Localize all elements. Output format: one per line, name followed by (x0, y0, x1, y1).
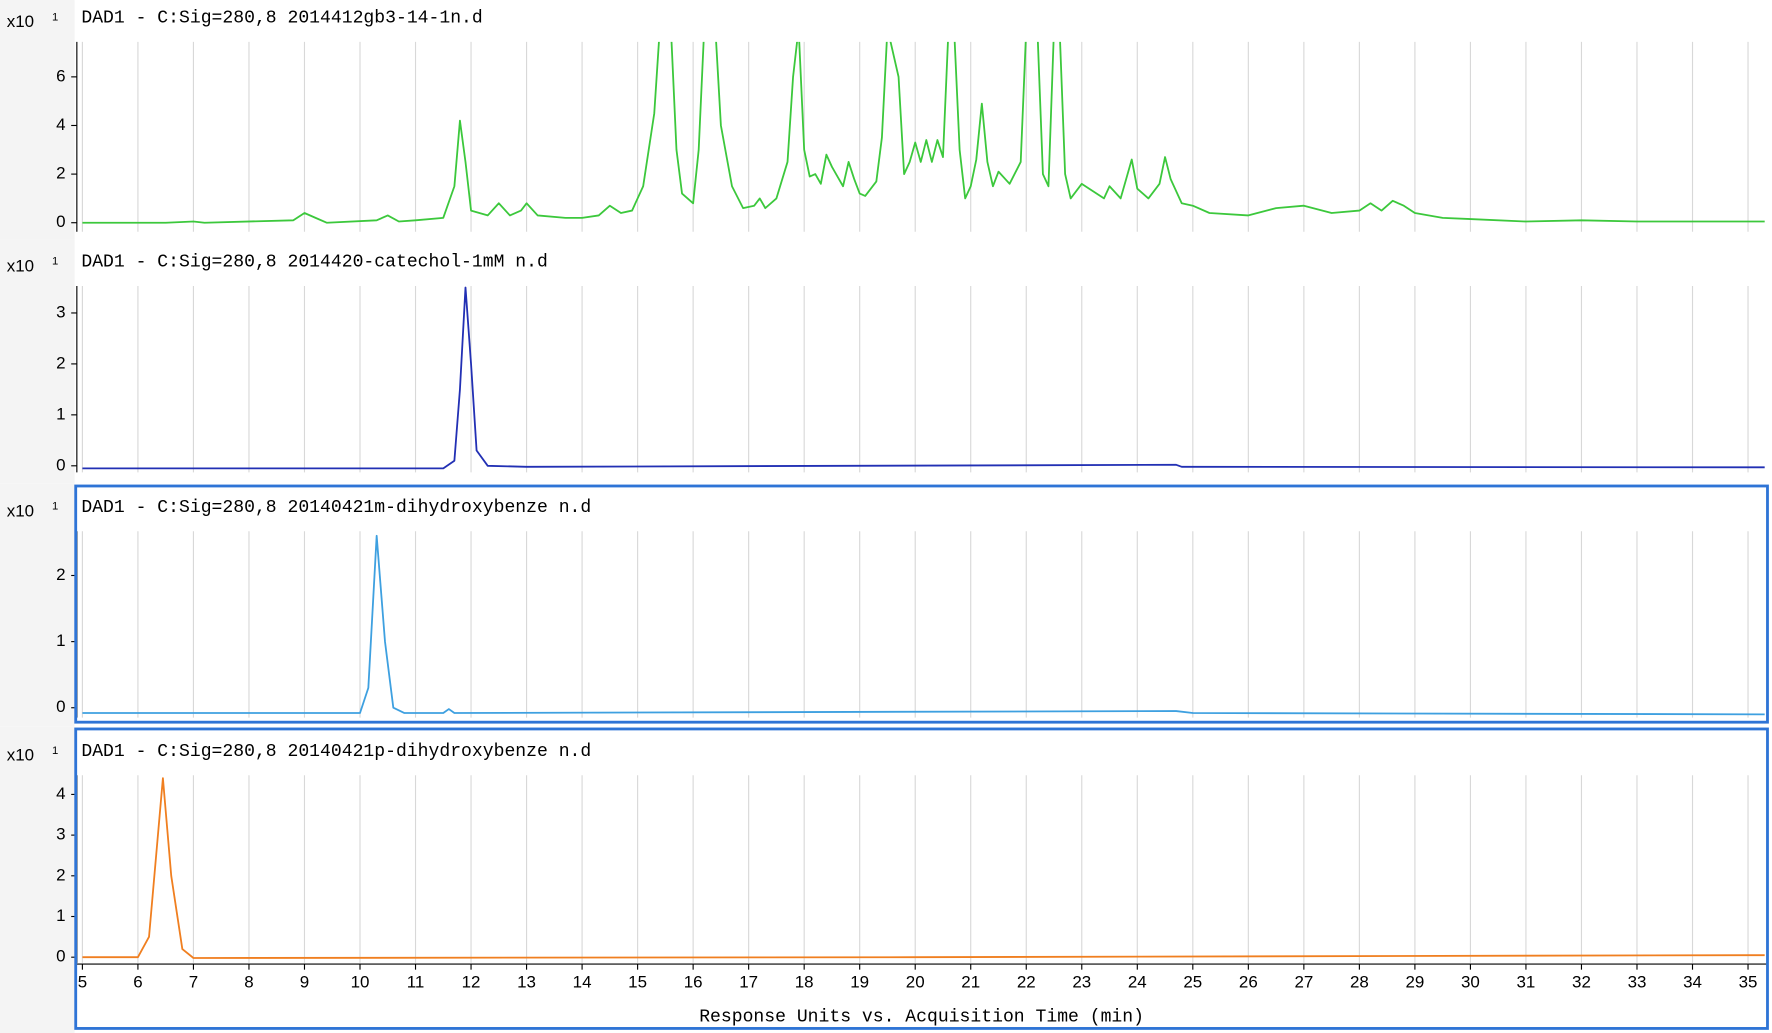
x-tick-label: 15 (628, 973, 647, 992)
y-tick-label: 2 (56, 353, 65, 372)
panel-left-strip (0, 483, 75, 727)
y-exponent: 1 (52, 255, 58, 267)
plot-area (76, 285, 1767, 473)
x-tick-label: 11 (407, 973, 425, 992)
panel-title: DAD1 - C:Sig=280,8 20140421m-dihydroxybe… (81, 498, 591, 518)
x-tick-label: 35 (1739, 973, 1758, 992)
x-tick-label: 10 (351, 973, 370, 992)
x-tick-label: 25 (1183, 973, 1202, 992)
x-tick-label: 19 (850, 973, 869, 992)
chromatogram-trace (82, 777, 1765, 959)
panel-title: DAD1 - C:Sig=280,8 20140421p-dihydroxybe… (81, 742, 591, 762)
y-tick-label: 3 (56, 825, 65, 844)
y-tick-label: 4 (56, 784, 65, 803)
plot-area (76, 531, 1767, 718)
x-tick-label: 8 (244, 973, 253, 992)
panel-left-strip (0, 726, 75, 1033)
x-tick-label: 29 (1405, 973, 1424, 992)
x-tick-label: 21 (961, 973, 980, 992)
y-tick-label: 0 (56, 697, 65, 716)
x-tick-label: 32 (1572, 973, 1591, 992)
y-exponent: 1 (52, 11, 58, 23)
y-tick-label: 2 (56, 865, 65, 884)
x-tick-label: 30 (1461, 973, 1480, 992)
x-tick-label: 24 (1128, 973, 1147, 992)
y-multiplier: x10 (7, 12, 34, 31)
x-tick-label: 31 (1517, 973, 1536, 992)
chromatogram-trace (82, 534, 1765, 716)
x-tick-label: 23 (1072, 973, 1091, 992)
panel-title: DAD1 - C:Sig=280,8 2014412gb3-14-1n.d (81, 9, 482, 29)
y-tick-label: 0 (56, 455, 65, 474)
y-exponent: 1 (52, 745, 58, 757)
chromatogram-trace (82, 41, 1765, 224)
chromatogram-trace (82, 286, 1765, 470)
x-tick-label: 17 (739, 973, 758, 992)
x-tick-label: 13 (517, 973, 536, 992)
x-tick-label: 33 (1628, 973, 1647, 992)
x-tick-label: 28 (1350, 973, 1369, 992)
x-tick-label: 34 (1683, 973, 1702, 992)
x-tick-label: 22 (1017, 973, 1036, 992)
y-tick-label: 2 (56, 565, 65, 584)
panel-left-strip (0, 0, 75, 240)
x-tick-label: 20 (906, 973, 925, 992)
x-tick-label: 14 (573, 973, 592, 992)
x-tick-label: 16 (684, 973, 703, 992)
plot-area (76, 775, 1767, 963)
y-tick-label: 4 (56, 115, 65, 134)
x-axis-title: Response Units vs. Acquisition Time (min… (699, 1008, 1144, 1028)
y-tick-label: 1 (56, 631, 65, 650)
y-tick-label: 1 (56, 404, 65, 423)
y-tick-label: 2 (56, 164, 65, 183)
y-exponent: 1 (52, 501, 58, 513)
panel-selection-border (74, 484, 1769, 724)
panel-title: DAD1 - C:Sig=280,8 2014420-catechol-1mM … (81, 253, 548, 273)
panel-left-strip (0, 239, 75, 484)
x-tick-label: 6 (133, 973, 142, 992)
panel-selection-border (74, 727, 1769, 1030)
y-multiplier: x10 (7, 501, 34, 520)
x-tick-label: 5 (78, 973, 87, 992)
x-tick-label: 26 (1239, 973, 1258, 992)
x-tick-label: 7 (189, 973, 198, 992)
x-tick-label: 9 (300, 973, 309, 992)
plot-area (76, 41, 1767, 232)
y-multiplier: x10 (7, 256, 34, 275)
y-tick-label: 6 (56, 66, 65, 85)
y-tick-label: 3 (56, 302, 65, 321)
y-tick-label: 0 (56, 212, 65, 231)
y-multiplier: x10 (7, 746, 34, 765)
x-tick-label: 18 (795, 973, 814, 992)
y-tick-label: 1 (56, 906, 65, 925)
x-tick-label: 27 (1294, 973, 1313, 992)
y-tick-label: 0 (56, 947, 65, 966)
x-tick-label: 12 (462, 973, 481, 992)
